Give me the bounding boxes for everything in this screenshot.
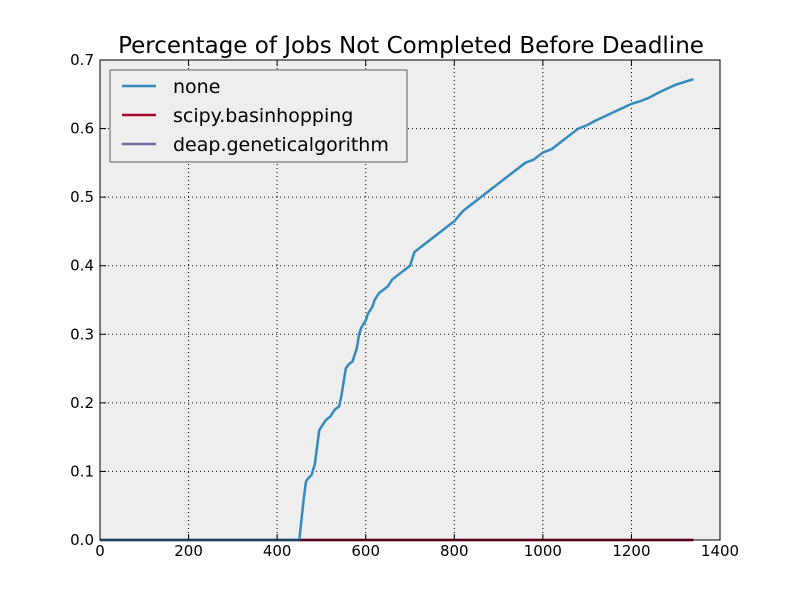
y-tick-label: 0.3 — [70, 325, 94, 343]
y-tick-label: 0.0 — [70, 531, 94, 549]
y-tick-label: 0.5 — [70, 188, 94, 206]
x-tick-label: 1200 — [612, 542, 650, 560]
legend-box — [109, 69, 408, 163]
y-tick-label: 0.2 — [70, 394, 94, 412]
axis-ticks: 0 200 400 600 800 1000 1200 1400 0.0 0.1 0.2 0.3 0.4… — [70, 51, 739, 560]
chart-title: Percentage of Jobs Not Completed Before … — [118, 33, 704, 59]
x-tick-label: 1400 — [701, 542, 739, 560]
x-tick-label: 400 — [263, 542, 292, 560]
x-tick-label: 1000 — [524, 542, 562, 560]
y-tick-label: 0.1 — [70, 462, 94, 480]
x-tick-label: 800 — [440, 542, 469, 560]
legend-label-deap-geneticalgorithm: deap.geneticalgorithm — [173, 134, 389, 156]
x-tick-label: 0 — [95, 542, 105, 560]
legend-label-none: none — [173, 76, 220, 98]
plot-frame — [99, 59, 721, 541]
x-tick-label: 200 — [174, 542, 203, 560]
y-tick-label: 0.6 — [70, 120, 94, 138]
series-line-none — [100, 78, 694, 542]
legend: none scipy.basinhopping deap.geneticalgori… — [109, 69, 408, 163]
y-tick-label: 0.4 — [70, 257, 94, 275]
x-tick-label: 600 — [351, 542, 380, 560]
y-tick-label: 0.7 — [70, 51, 94, 69]
legend-label-scipy-basinhopping: scipy.basinhopping — [173, 105, 353, 127]
